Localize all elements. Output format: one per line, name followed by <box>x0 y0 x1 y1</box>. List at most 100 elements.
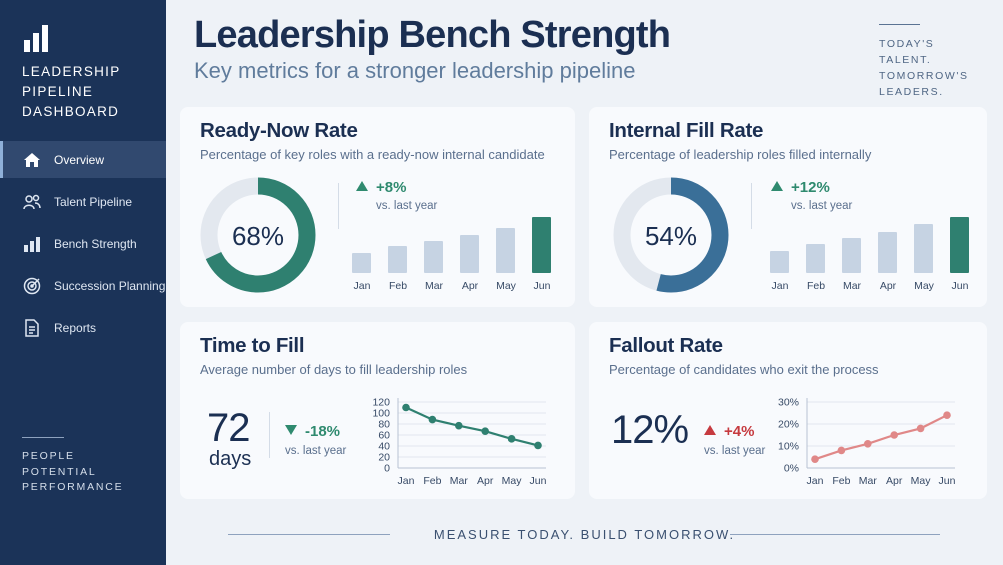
card-description: Percentage of key roles with a ready-now… <box>200 147 545 162</box>
series-line <box>405 406 539 447</box>
sidebar-item-bench-strength[interactable]: Bench Strength <box>0 225 166 262</box>
delta-value: +4% <box>724 423 755 440</box>
sidebar-footer: People Potential Performance <box>22 449 123 496</box>
card-title: Ready-Now Rate <box>200 119 358 142</box>
ready-now-value: 68% <box>231 221 285 251</box>
card-description: Percentage of candidates who exit the pr… <box>609 362 879 377</box>
up-arrow-icon <box>771 181 783 191</box>
data-point <box>890 431 898 439</box>
time-to-fill-unit: days <box>209 448 252 470</box>
time-to-fill-delta: -18% <box>285 423 340 440</box>
time-to-fill-value: 72 <box>207 406 250 450</box>
sidebar-nav: Overview Talent Pipeline Bench Strength … <box>0 141 166 351</box>
data-point <box>507 435 516 443</box>
card-description: Average number of days to fill leadershi… <box>200 362 468 377</box>
data-point <box>428 415 437 424</box>
bar <box>532 217 551 273</box>
y-tick-label: 20% <box>778 419 799 431</box>
bar <box>878 232 897 273</box>
delta-caption: vs. last year <box>704 445 766 457</box>
bar <box>424 240 443 273</box>
data-point <box>811 455 819 463</box>
target-icon <box>23 277 41 294</box>
y-tick-label: 60 <box>378 430 390 442</box>
sidebar-item-talent-pipeline[interactable]: Talent Pipeline <box>0 183 166 220</box>
fallout-value: 12% <box>611 408 689 452</box>
donut-arc <box>613 177 729 293</box>
bar-chart-icon <box>24 236 40 252</box>
bar <box>914 223 933 273</box>
y-tick-label: 100 <box>372 408 390 420</box>
divider <box>338 183 339 229</box>
bar <box>950 217 969 273</box>
footer-divider-left <box>228 534 390 535</box>
down-arrow-icon <box>285 425 297 435</box>
bar <box>496 228 515 273</box>
y-tick-label: 30% <box>778 397 799 409</box>
page-title: Leadership Bench Strength <box>194 14 671 56</box>
x-tick-label: Apr <box>477 475 494 487</box>
delta-caption: vs. last year <box>376 200 438 212</box>
ready-now-donut <box>200 177 316 293</box>
divider <box>269 412 270 458</box>
logo-bar-chart-icon <box>24 25 48 52</box>
sidebar-footer-line: People <box>22 450 75 462</box>
tagline-line: leaders. <box>879 86 944 98</box>
time-to-fill-card: Time to Fill Average number of days to f… <box>180 322 575 499</box>
time-to-fill-line-chart: 120 100 80 60 40 20 0 Jan Feb Mar Apr May Jun <box>360 390 560 495</box>
sidebar-item-reports[interactable]: Reports <box>0 309 166 346</box>
data-point <box>402 403 410 412</box>
x-tick-label: Jun <box>939 475 956 487</box>
x-tick-label: May <box>502 475 523 487</box>
document-icon <box>25 318 39 337</box>
internal-fill-bar-chart: Jan Feb Mar Apr May Jun <box>758 207 978 299</box>
fallout-delta: +4% <box>704 423 754 440</box>
data-point <box>916 424 925 433</box>
data-point <box>864 440 872 448</box>
footer-divider-right <box>730 534 940 535</box>
delta-caption: vs. last year <box>791 200 853 212</box>
internal-fill-donut <box>613 177 729 293</box>
sidebar-item-label: Reports <box>54 320 97 335</box>
bar <box>842 237 861 273</box>
bar <box>460 234 479 273</box>
tagline-line: Tomorrow's <box>879 70 969 82</box>
bar-tick-label: May <box>496 280 516 292</box>
data-point <box>534 441 542 450</box>
x-tick-label: Jan <box>807 475 824 487</box>
data-point <box>943 411 951 419</box>
x-tick-label: Apr <box>886 475 903 487</box>
y-tick-label: 0% <box>784 463 799 475</box>
internal-fill-value: 54% <box>644 221 698 251</box>
data-point <box>455 421 463 430</box>
bar-tick-label: Apr <box>461 280 479 292</box>
tagline: Today's talent. Tomorrow's leaders. <box>879 36 991 100</box>
sidebar-item-succession-planning[interactable]: Succession Planning <box>0 267 166 304</box>
page-subtitle: Key metrics for a stronger leadership pi… <box>194 58 636 83</box>
bar <box>806 243 825 273</box>
tagline-line: Today's talent. <box>879 38 935 66</box>
data-point <box>837 446 846 455</box>
y-tick-label: 120 <box>372 397 390 409</box>
ready-now-delta: +8% <box>356 179 406 196</box>
sidebar-item-label: Bench Strength <box>54 236 137 251</box>
bar-tick-label: Apr <box>879 280 897 292</box>
internal-fill-delta: +12% <box>771 179 830 196</box>
bar-tick-label: Feb <box>806 280 826 292</box>
bar-tick-label: Jun <box>951 280 969 292</box>
sidebar-item-overview[interactable]: Overview <box>0 141 166 178</box>
sidebar-item-label: Succession Planning <box>54 278 166 293</box>
x-tick-label: Feb <box>832 475 850 487</box>
card-description: Percentage of leadership roles filled in… <box>609 147 872 162</box>
internal-fill-card: Internal Fill Rate Percentage of leaders… <box>589 107 987 307</box>
ready-now-bar-chart: Jan Feb Mar Apr May Jun <box>340 207 560 299</box>
bar-tick-label: May <box>914 280 934 292</box>
fallout-card: Fallout Rate Percentage of candidates wh… <box>589 322 987 499</box>
x-tick-label: Mar <box>450 475 469 487</box>
bar-tick-label: Jun <box>533 280 551 292</box>
bar-tick-label: Jan <box>353 280 371 292</box>
sidebar-title: Leadership Pipeline Dashboard <box>22 64 121 119</box>
x-tick-label: May <box>911 475 932 487</box>
bar-tick-label: Jan <box>771 280 789 292</box>
data-point <box>481 427 489 435</box>
